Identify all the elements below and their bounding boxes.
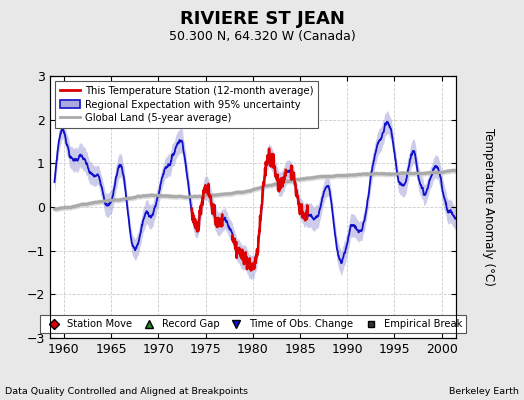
- Y-axis label: Temperature Anomaly (°C): Temperature Anomaly (°C): [482, 128, 495, 286]
- Text: RIVIERE ST JEAN: RIVIERE ST JEAN: [180, 10, 344, 28]
- Text: Berkeley Earth: Berkeley Earth: [449, 387, 519, 396]
- Legend: Station Move, Record Gap, Time of Obs. Change, Empirical Break: Station Move, Record Gap, Time of Obs. C…: [40, 315, 466, 333]
- Text: 50.300 N, 64.320 W (Canada): 50.300 N, 64.320 W (Canada): [169, 30, 355, 43]
- Text: Data Quality Controlled and Aligned at Breakpoints: Data Quality Controlled and Aligned at B…: [5, 387, 248, 396]
